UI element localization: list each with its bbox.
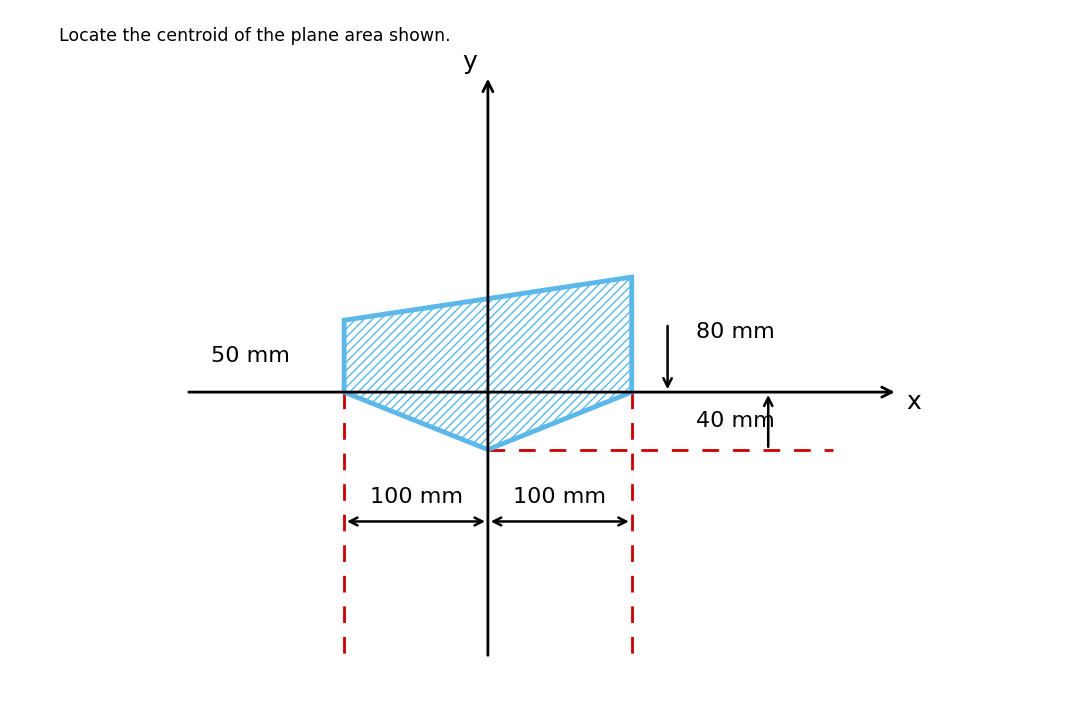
Text: x: x bbox=[906, 390, 921, 414]
Text: y: y bbox=[462, 51, 476, 74]
Text: 40 mm: 40 mm bbox=[697, 411, 775, 431]
Text: 80 mm: 80 mm bbox=[697, 322, 775, 342]
Text: 50 mm: 50 mm bbox=[212, 346, 291, 366]
Text: 100 mm: 100 mm bbox=[513, 487, 606, 507]
Text: Locate the centroid of the plane area shown.: Locate the centroid of the plane area sh… bbox=[59, 27, 451, 45]
Text: 100 mm: 100 mm bbox=[369, 487, 462, 507]
